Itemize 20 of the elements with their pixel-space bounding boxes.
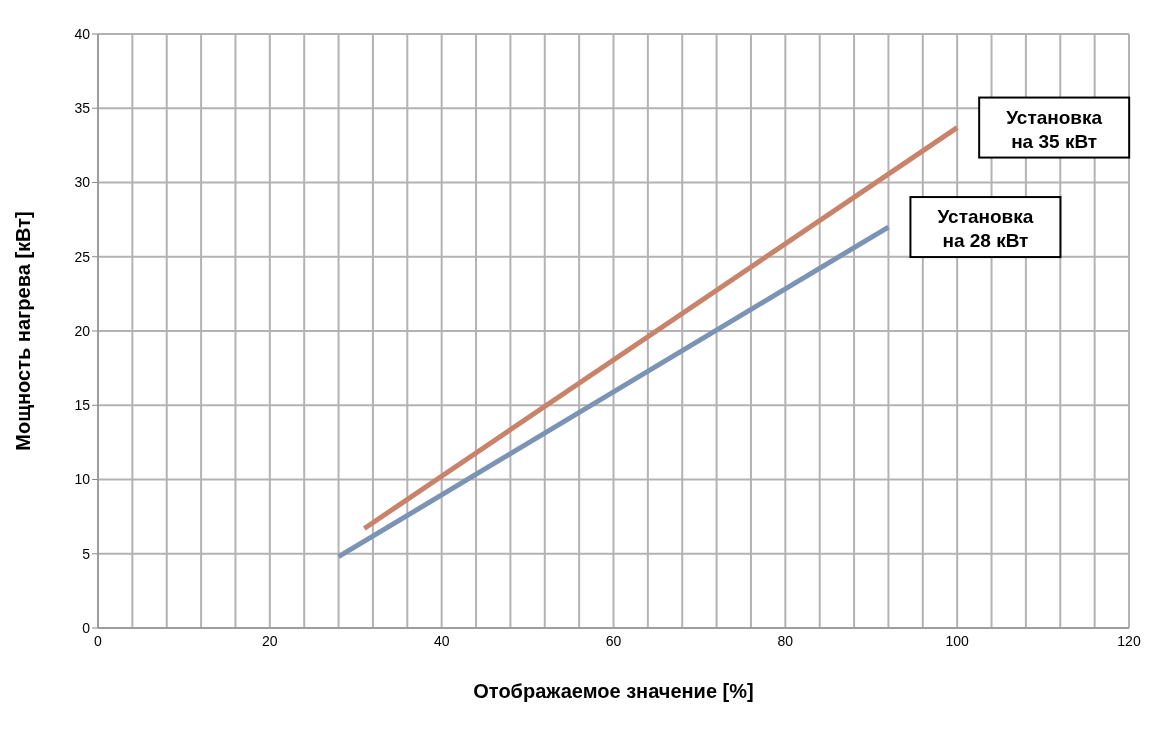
text: Установка на 35 кВт [1006,106,1103,152]
x-tick-label: 100 [945,632,970,649]
x-tick-label: 0 [94,632,103,649]
x-tick-label: 60 [605,632,622,649]
x-tick-label: 20 [262,632,278,649]
x-tick-label: 40 [433,632,450,649]
text: Установка на 28 кВт [937,206,1034,252]
x-axis-title: Отображаемое значение [%] [473,680,754,702]
y-axis-title: Мощность нагрева [кВт] [12,211,35,451]
y-tick-label: 40 [74,25,91,42]
y-tick-label: 15 [74,397,91,414]
y-tick-label: 10 [74,471,91,488]
y-tick-label: 35 [74,100,91,117]
x-tick-label: 120 [1117,632,1141,649]
y-tick-label: 5 [82,545,91,562]
y-tick-label: 20 [74,322,91,339]
y-tick-label: 25 [74,248,91,265]
y-tick-label: 30 [74,174,91,191]
x-tick-label: 80 [777,632,794,649]
y-tick-label: 0 [82,619,91,636]
